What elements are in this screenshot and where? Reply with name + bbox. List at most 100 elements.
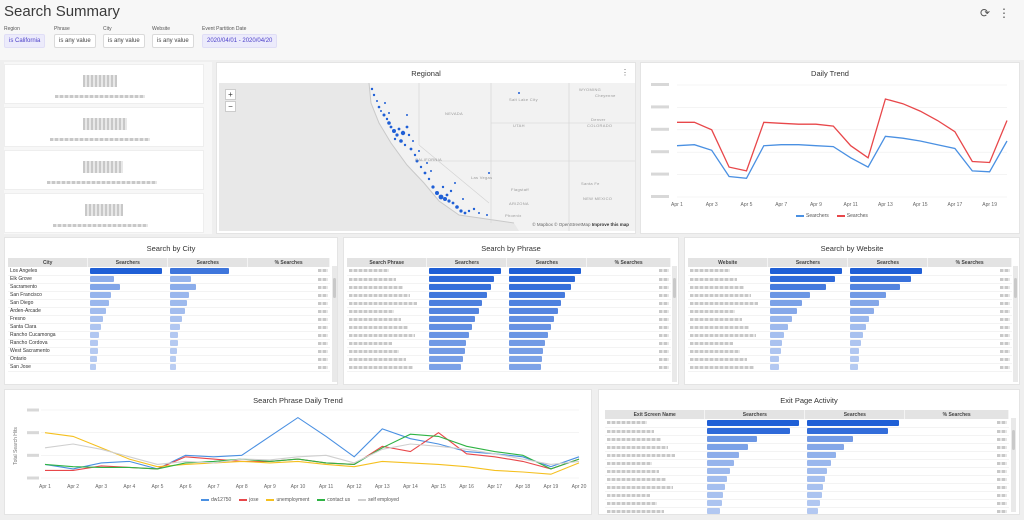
filter-phrase-value[interactable]: is any value xyxy=(54,34,96,48)
zoom-in-button[interactable]: + xyxy=(225,89,236,100)
table-row[interactable] xyxy=(347,331,671,340)
legend-item[interactable]: contact us xyxy=(317,497,350,503)
more-vert-icon[interactable]: ⋮ xyxy=(621,68,629,77)
column-header[interactable]: Searchers xyxy=(704,410,806,419)
table-row[interactable] xyxy=(347,339,671,348)
table-row[interactable] xyxy=(347,291,671,300)
table-row[interactable] xyxy=(347,363,671,372)
website-table-scrollbar[interactable] xyxy=(1013,266,1018,382)
city-table-scrollbar[interactable] xyxy=(332,266,337,382)
filter-website-value[interactable]: is any value xyxy=(152,34,194,48)
regional-map[interactable]: + − NEVADA UTAH COLORADO ARIZONA NEW MEX… xyxy=(219,83,635,231)
filter-region[interactable]: Region is California xyxy=(4,26,46,48)
column-header[interactable]: % Searches xyxy=(927,258,1012,267)
column-header[interactable]: Searchers xyxy=(87,258,169,267)
column-header[interactable]: Website xyxy=(688,258,769,267)
table-row[interactable] xyxy=(605,459,1009,468)
table-row[interactable] xyxy=(605,491,1009,500)
table-row[interactable]: San Francisco xyxy=(8,291,330,300)
table-row[interactable]: Arden-Arcade xyxy=(8,307,330,316)
table-row[interactable] xyxy=(688,331,1012,340)
table-row[interactable]: West Sacramento xyxy=(8,347,330,356)
column-header[interactable]: Searches xyxy=(506,258,588,267)
table-row[interactable] xyxy=(688,315,1012,324)
refresh-icon[interactable]: ⟳ xyxy=(979,6,990,20)
table-row[interactable]: Ontario xyxy=(8,355,330,364)
table-row[interactable] xyxy=(688,347,1012,356)
column-header[interactable]: Searchers xyxy=(767,258,849,267)
filter-phrase[interactable]: Phrase is any value xyxy=(54,26,96,48)
table-row[interactable] xyxy=(688,323,1012,332)
table-row[interactable]: Rancho Cucamonga xyxy=(8,331,330,340)
table-row[interactable] xyxy=(688,283,1012,292)
filter-website[interactable]: Website is any value xyxy=(152,26,194,48)
legend-item[interactable]: jose xyxy=(239,497,258,503)
table-row[interactable] xyxy=(688,307,1012,316)
table-row[interactable] xyxy=(347,299,671,308)
legend-item[interactable]: unemployment xyxy=(266,497,309,503)
table-row[interactable]: Fresno xyxy=(8,315,330,324)
filter-city[interactable]: City is any value xyxy=(103,26,145,48)
table-row[interactable] xyxy=(605,499,1009,508)
table-row[interactable]: Los Angeles xyxy=(8,267,330,276)
table-row[interactable] xyxy=(605,419,1009,428)
table-row[interactable] xyxy=(347,275,671,284)
column-header[interactable]: % Searches xyxy=(904,410,1009,419)
column-header[interactable]: Searches xyxy=(804,410,906,419)
table-row[interactable] xyxy=(605,435,1009,444)
table-row[interactable] xyxy=(605,451,1009,460)
table-row[interactable] xyxy=(347,267,671,276)
table-row[interactable] xyxy=(688,363,1012,372)
filter-city-value[interactable]: is any value xyxy=(103,34,145,48)
filter-date[interactable]: Event Partition Date 2020/04/01 - 2020/0… xyxy=(202,26,278,48)
series-line[interactable] xyxy=(44,433,580,470)
column-header[interactable]: Searches xyxy=(167,258,249,267)
series-line[interactable] xyxy=(45,432,580,471)
table-row[interactable]: Santa Clara xyxy=(8,323,330,332)
column-header[interactable]: Exit Screen Name xyxy=(605,410,706,419)
table-row[interactable] xyxy=(688,339,1012,348)
table-row[interactable] xyxy=(347,347,671,356)
table-row[interactable] xyxy=(688,355,1012,364)
legend-item[interactable]: dw12750 xyxy=(201,497,231,503)
table-row[interactable] xyxy=(347,323,671,332)
column-header[interactable]: Searchers xyxy=(426,258,508,267)
table-row[interactable] xyxy=(347,355,671,364)
column-header[interactable]: City xyxy=(8,258,89,267)
legend-searches[interactable]: Searches xyxy=(836,213,868,219)
table-row[interactable] xyxy=(605,507,1009,514)
column-header[interactable]: Searches xyxy=(847,258,929,267)
filter-region-value[interactable]: is California xyxy=(4,34,46,48)
series-line-searches[interactable] xyxy=(677,98,1008,172)
table-row[interactable]: Elk Grove xyxy=(8,275,330,284)
column-header[interactable]: % Searches xyxy=(247,258,330,267)
table-row[interactable] xyxy=(605,475,1009,484)
table-row[interactable]: Rancho Cordova xyxy=(8,339,330,348)
improve-map-link[interactable]: Improve this map xyxy=(591,222,629,227)
exit-table-scrollbar[interactable] xyxy=(1011,418,1016,512)
table-row[interactable] xyxy=(688,291,1012,300)
table-row[interactable] xyxy=(688,275,1012,284)
series-line-searchers[interactable] xyxy=(676,135,1008,179)
table-row[interactable] xyxy=(688,299,1012,308)
series-line[interactable] xyxy=(44,443,580,465)
legend-item[interactable]: self employed xyxy=(358,497,399,503)
table-row[interactable] xyxy=(688,267,1012,276)
column-header[interactable]: Search Phrase xyxy=(347,258,428,267)
table-row[interactable] xyxy=(605,467,1009,476)
table-row[interactable]: Sacramento xyxy=(8,283,330,292)
more-vert-icon[interactable]: ⋮ xyxy=(998,6,1010,20)
phrase-table-scrollbar[interactable] xyxy=(672,266,677,382)
legend-searchers[interactable]: Searchers xyxy=(796,213,829,219)
table-row[interactable]: San Diego xyxy=(8,299,330,308)
table-row[interactable] xyxy=(347,307,671,316)
table-row[interactable] xyxy=(347,315,671,324)
zoom-out-button[interactable]: − xyxy=(225,101,236,112)
table-row[interactable] xyxy=(605,443,1009,452)
table-row[interactable] xyxy=(347,283,671,292)
table-row[interactable]: San Jose xyxy=(8,363,330,372)
column-header[interactable]: % Searches xyxy=(586,258,671,267)
series-line[interactable] xyxy=(44,432,580,475)
table-row[interactable] xyxy=(605,483,1009,492)
table-row[interactable] xyxy=(605,427,1009,436)
